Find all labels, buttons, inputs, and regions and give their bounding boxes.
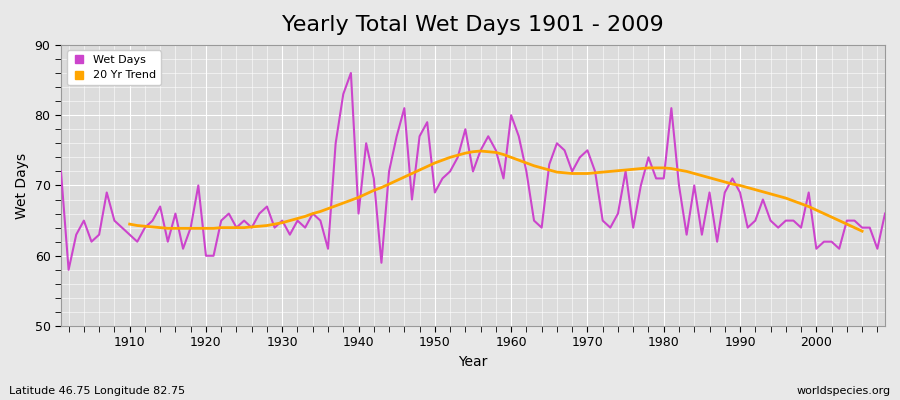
20 Yr Trend (857, 229, 868, 234)
20 Yr Trend (498, 152, 508, 157)
Legend: Wet Days, 20 Yr Trend: Wet Days, 20 Yr Trend (67, 50, 161, 85)
Wet Days (338, 92, 348, 96)
Text: Latitude 46.75 Longitude 82.75: Latitude 46.75 Longitude 82.75 (9, 386, 185, 396)
20 Yr Trend (124, 222, 135, 226)
Wet Days (513, 134, 524, 139)
20 Yr Trend (697, 173, 707, 178)
Text: worldspecies.org: worldspecies.org (796, 386, 891, 396)
20 Yr Trend (177, 226, 188, 231)
Line: Wet Days: Wet Days (61, 73, 885, 270)
Wet Days (124, 232, 135, 237)
20 Yr Trend (315, 209, 326, 214)
Wet Days (56, 169, 67, 174)
Wet Days (346, 71, 356, 76)
20 Yr Trend (475, 149, 486, 154)
20 Yr Trend (552, 170, 562, 174)
Wet Days (521, 169, 532, 174)
X-axis label: Year: Year (458, 355, 488, 369)
Line: 20 Yr Trend: 20 Yr Trend (130, 151, 862, 231)
Title: Yearly Total Wet Days 1901 - 2009: Yearly Total Wet Days 1901 - 2009 (282, 15, 664, 35)
Wet Days (292, 218, 303, 223)
20 Yr Trend (147, 224, 158, 229)
Wet Days (879, 211, 890, 216)
Wet Days (613, 211, 624, 216)
Y-axis label: Wet Days: Wet Days (15, 152, 29, 218)
Wet Days (63, 268, 74, 272)
